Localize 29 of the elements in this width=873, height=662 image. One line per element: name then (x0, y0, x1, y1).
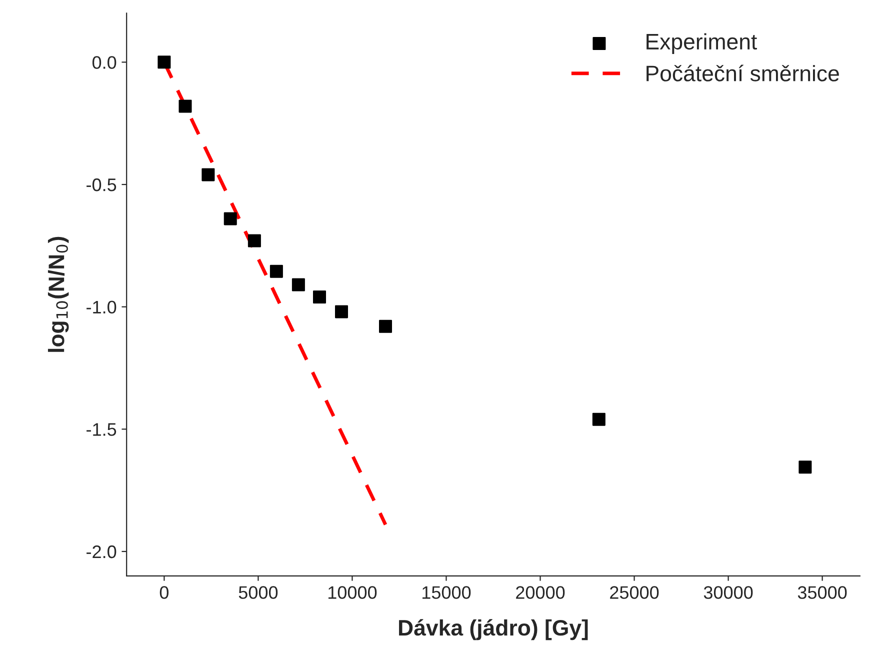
x-tick-label: 5000 (238, 586, 278, 599)
x-axis-title: Dávka (jádro) [Gy] (399, 619, 588, 640)
point (178, 100, 192, 113)
point (202, 168, 215, 182)
x-tick-label: 10000 (328, 586, 377, 599)
x-tick-label: 20000 (516, 586, 565, 599)
point (335, 305, 348, 318)
x-tick-label: 25000 (610, 586, 659, 599)
point (379, 320, 392, 333)
y-axis-title: log$_{10}$(N/N$_{0}$) (48, 236, 69, 352)
x-tick-label: 30000 (704, 586, 753, 599)
point (248, 234, 261, 248)
point (270, 264, 283, 278)
point (158, 56, 171, 69)
x-tick-label: 15000 (422, 586, 471, 599)
y-tick-label: -2.0 (86, 545, 116, 558)
point (292, 278, 305, 292)
point (592, 412, 606, 426)
legend-label: Počáteční směrnice (646, 64, 839, 82)
x-tick-label: 35000 (798, 586, 847, 599)
x-tick-label: 0 (160, 586, 169, 599)
y-tick-label: -1.5 (86, 423, 116, 436)
point (798, 460, 812, 474)
point (313, 290, 326, 304)
point (224, 212, 237, 226)
legend-label: Experiment (646, 33, 757, 54)
y-tick-label: -0.5 (86, 178, 116, 192)
y-tick-label: -1.0 (86, 300, 116, 314)
y-tick-label: 0.0 (92, 56, 116, 69)
